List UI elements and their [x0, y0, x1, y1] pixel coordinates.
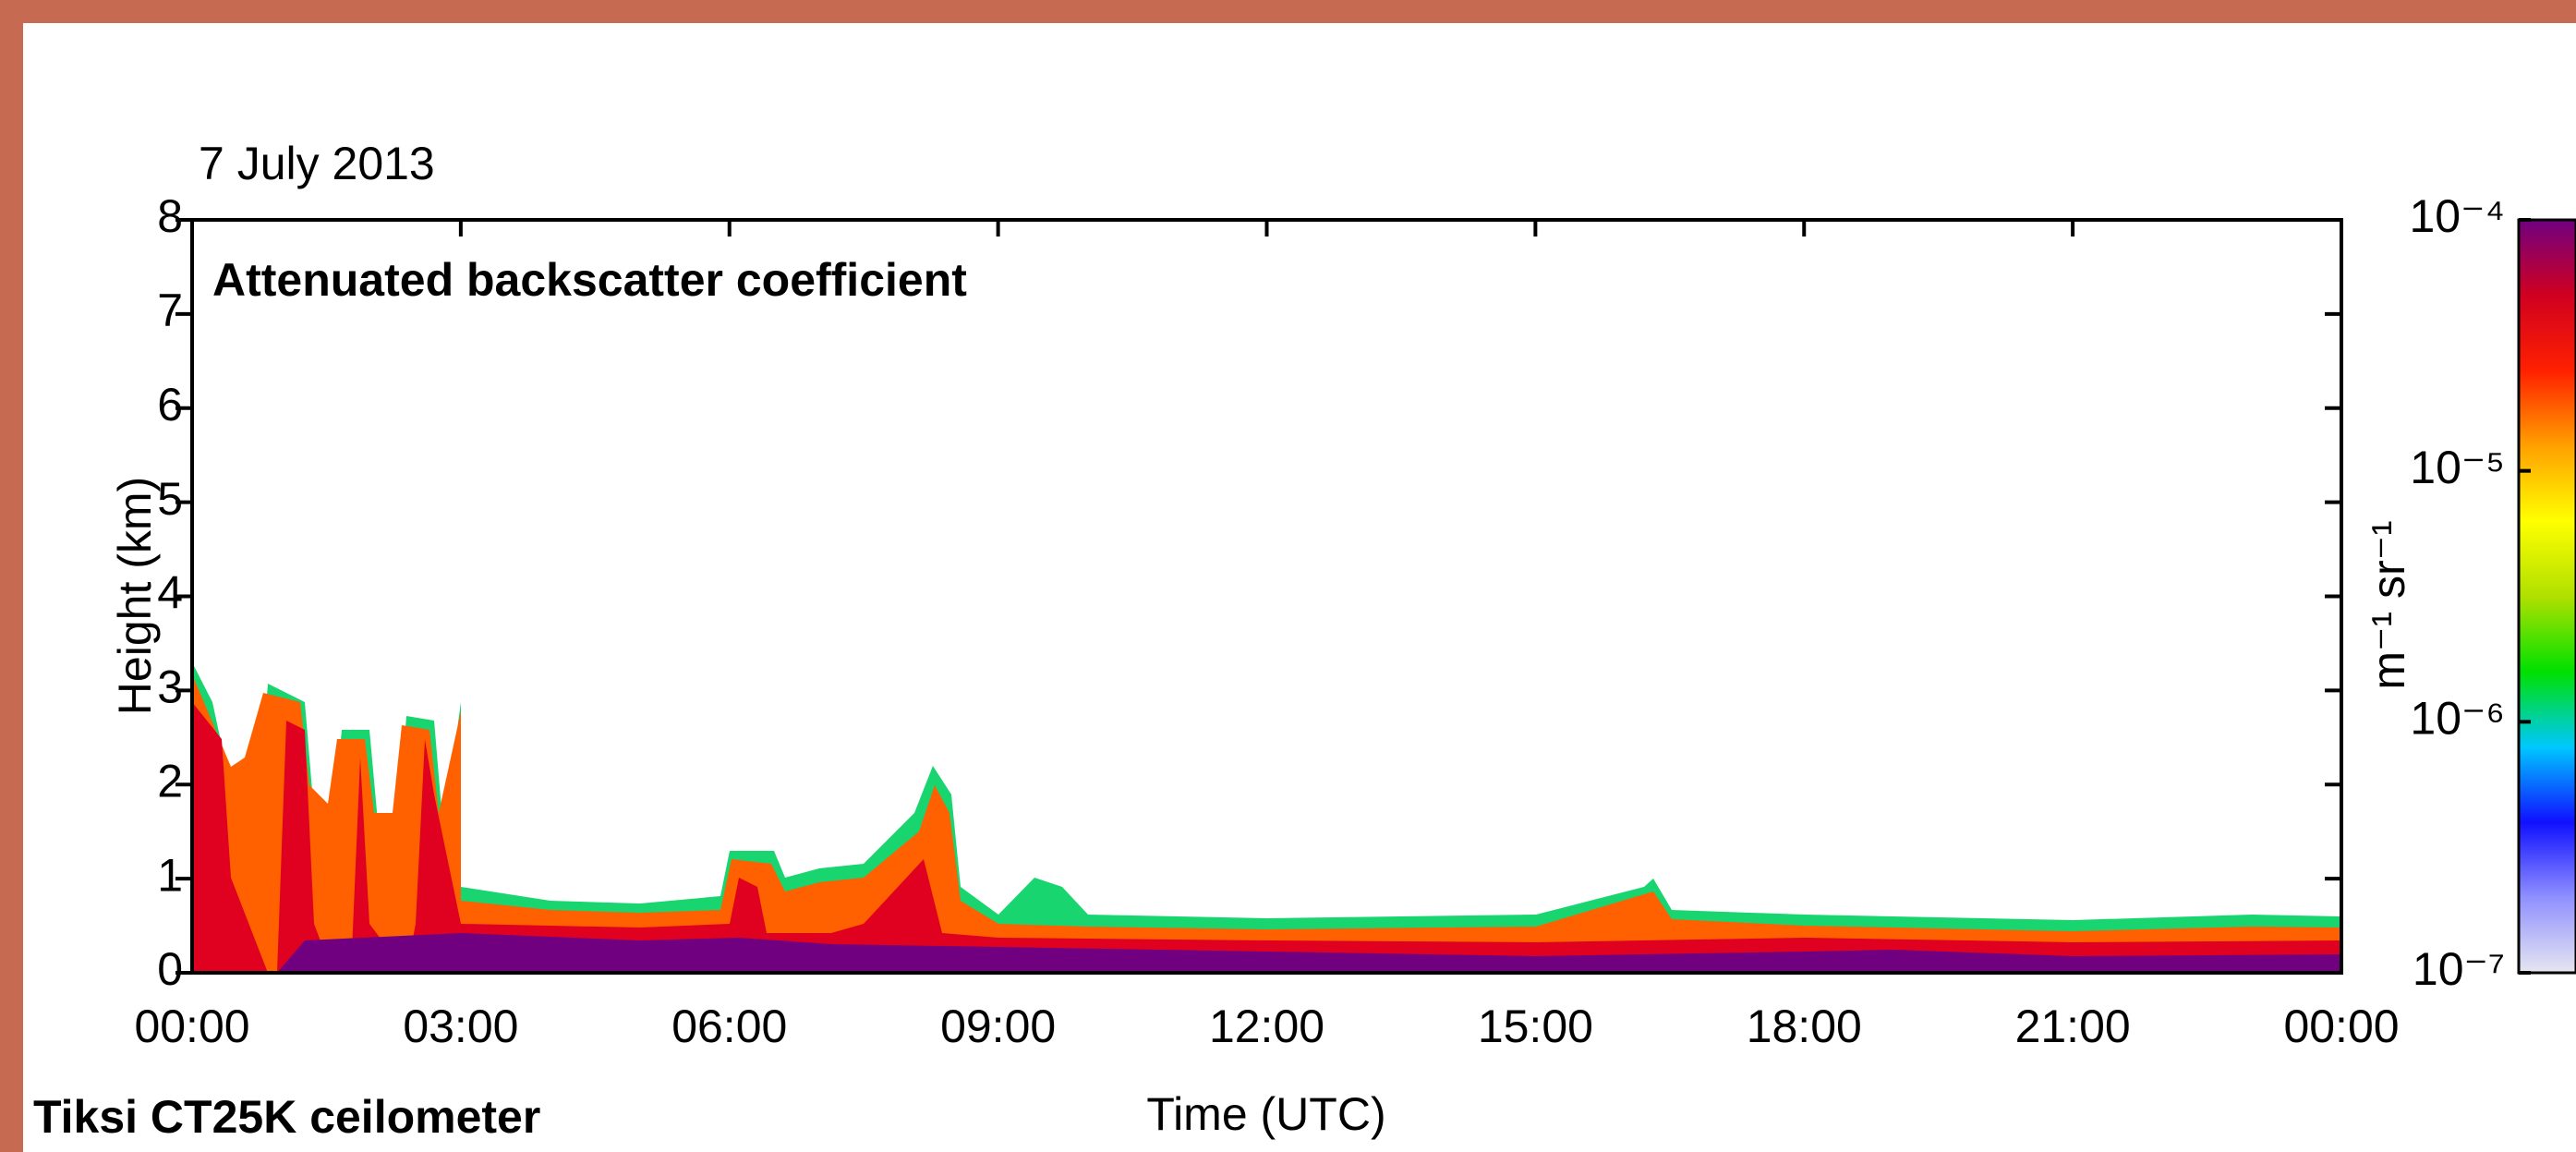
y-axis-label: Height (km) — [109, 477, 161, 715]
colorbar-tick-label: 10⁻⁶ — [2410, 693, 2505, 745]
colorbar-label: m⁻¹ sr⁻¹ — [2363, 520, 2414, 689]
y-tick-label: 3 — [157, 661, 183, 713]
y-tick-label: 7 — [157, 285, 183, 336]
y-tick-label: 4 — [157, 567, 183, 619]
y-tick-label: 6 — [157, 379, 183, 430]
footer: Tiksi CT25K ceilometer — [33, 1091, 540, 1143]
background — [23, 23, 2576, 1152]
y-tick-label: 5 — [157, 473, 183, 525]
x-tick-label: 12:00 — [1209, 1000, 1324, 1052]
y-tick-label: 2 — [157, 755, 183, 806]
y-tick-label: 8 — [157, 190, 183, 242]
x-tick-label: 00:00 — [134, 1000, 249, 1052]
colorbar-tick-label: 10⁻⁷ — [2413, 943, 2505, 995]
colorbar-tick-label: 10⁻⁵ — [2410, 442, 2505, 493]
colorbar — [2517, 218, 2576, 975]
x-tick-label: 06:00 — [671, 1000, 787, 1052]
x-tick-label: 03:00 — [403, 1000, 518, 1052]
x-tick-label: 09:00 — [940, 1000, 1056, 1052]
x-tick-label: 15:00 — [1478, 1000, 1593, 1052]
x-axis-label: Time (UTC) — [1146, 1088, 1385, 1140]
x-tick-label: 18:00 — [1747, 1000, 1862, 1052]
y-tick-label: 1 — [157, 849, 183, 901]
x-tick-label: 00:00 — [2283, 1000, 2399, 1052]
colorbar-tick-label: 10⁻⁴ — [2410, 190, 2506, 242]
date: 7 July 2013 — [199, 138, 435, 189]
backscatter-field — [192, 662, 2341, 973]
x-tick-label: 21:00 — [2015, 1000, 2131, 1052]
y-tick-label: 0 — [157, 943, 183, 995]
plot-title: Attenuated backscatter coefficient — [212, 254, 967, 306]
